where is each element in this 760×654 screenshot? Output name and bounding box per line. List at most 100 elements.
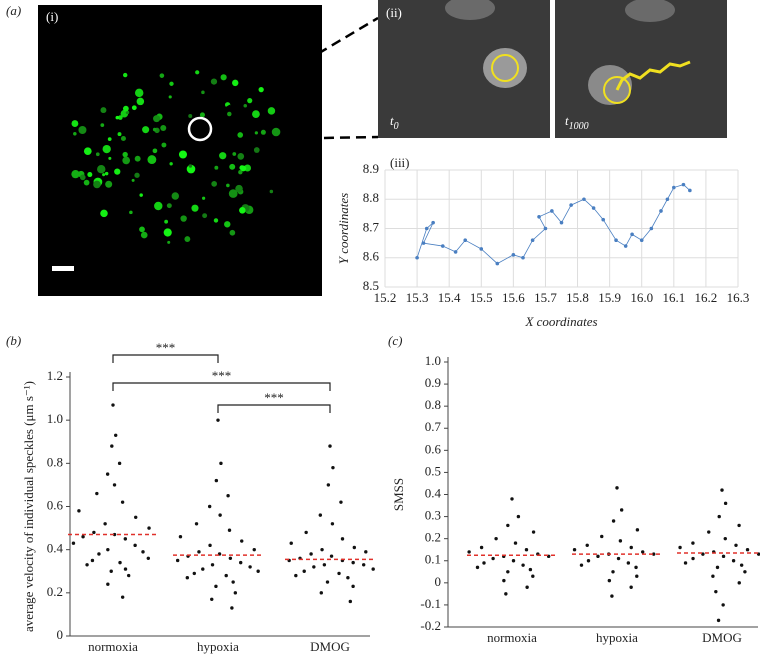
point [550,209,554,213]
significance-bracket [112,382,331,391]
x-axis-label: X coordinates [524,314,597,329]
time-sub: 1000 [569,121,589,132]
x-tick-label: DMOG [310,639,350,654]
point [530,238,535,242]
point [337,571,341,576]
point [111,403,115,407]
y-tick-label: 0.3 [425,508,441,523]
x-tick-label: DMOG [702,630,742,645]
point [85,563,89,567]
speckle [229,229,236,236]
speckle [117,132,122,137]
point [252,547,256,552]
y-tick-label: 0.5 [425,463,441,478]
speckle [125,110,130,115]
point [678,545,682,550]
point [528,567,533,572]
speckle [122,151,128,158]
x-tick-label: normoxia [88,639,138,654]
speckle [131,178,135,182]
point [634,565,638,570]
point [210,563,215,567]
y-tick-label: 0 [57,627,64,642]
point [610,594,614,598]
y-tick-label: 0.4 [47,541,64,556]
y-axis-label: Y coordinates [336,193,351,264]
point [691,556,695,561]
point [525,585,529,589]
point [629,545,633,550]
point [77,509,81,513]
speckle [188,114,193,119]
point [114,433,118,437]
point [717,514,721,519]
point [415,255,419,260]
speckle [186,164,196,174]
point [543,226,548,231]
point [230,606,234,610]
point [513,541,518,545]
point [289,541,293,545]
point [134,515,138,519]
point [348,599,353,604]
point [322,563,327,567]
speckle [163,228,172,237]
time-base: t [565,113,569,128]
point [330,522,335,526]
point [615,486,619,490]
speckle [169,162,173,166]
point [431,220,435,225]
point [453,250,458,254]
point [716,618,721,623]
speckle [104,171,109,176]
point [502,578,506,583]
point [239,560,243,565]
speckle [232,152,237,156]
speckle [122,156,131,165]
point [146,556,151,560]
point [579,563,584,567]
point [351,560,355,565]
point [224,573,228,578]
speckle [73,132,77,136]
point [340,537,345,541]
point [639,238,644,242]
speckle [239,207,246,214]
point [175,558,180,563]
point [371,567,375,571]
speckle [202,196,206,200]
speckle [117,115,123,120]
point [737,523,741,528]
speckle [210,78,218,85]
point [352,545,357,550]
speckle [152,148,158,154]
significance-label: *** [264,390,284,405]
point [346,576,350,580]
speckle [114,168,121,175]
speckle [147,155,157,164]
scale-bar [52,266,74,271]
point [649,226,654,231]
point [185,576,190,580]
x-tick-label: hypoxia [197,639,239,654]
point [701,552,705,556]
point [192,571,196,576]
panel-label: (a) [6,3,21,18]
point [707,530,711,534]
speckle [224,221,231,228]
significance-label: *** [212,368,232,383]
speckle [228,189,238,198]
chart-label: (b) [6,333,21,348]
speckle [188,164,193,168]
point [256,569,260,573]
point [112,483,117,487]
point [120,595,125,599]
point [133,543,137,548]
speckle [160,125,167,132]
speckle [260,129,266,135]
point [178,535,183,539]
y-tick-label: 1.0 [425,353,441,368]
point [219,461,223,466]
speckle [131,105,137,111]
y-tick-label: -0.1 [420,596,441,611]
